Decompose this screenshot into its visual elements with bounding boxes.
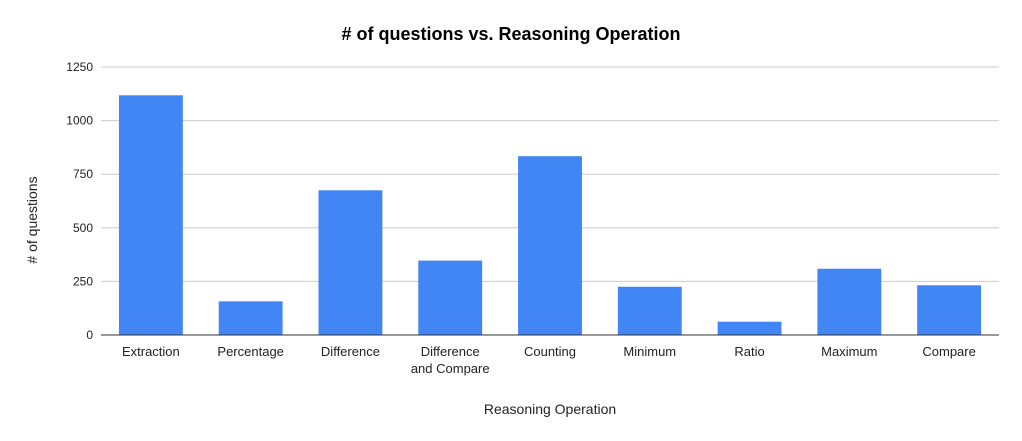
x-tick-label: Difference and Compare (411, 344, 490, 376)
y-tick-label: 750 (73, 167, 93, 181)
bar-percentage (218, 301, 283, 335)
bar-ratio (717, 321, 782, 335)
x-tick-label: Maximum (821, 344, 877, 359)
y-tick-label: 500 (73, 221, 93, 235)
bar-minimum (617, 286, 682, 335)
x-tick-label: Minimum (623, 344, 676, 359)
bar-counting (518, 156, 582, 335)
x-tick-label: Counting (524, 344, 576, 359)
x-tick-label: Difference (321, 344, 380, 359)
x-tick-label: Compare (922, 344, 975, 359)
chart-title: # of questions vs. Reasoning Operation (341, 24, 680, 44)
bar-maximum (817, 268, 882, 335)
bar-compare (917, 285, 982, 335)
x-tick-label: Ratio (734, 344, 764, 359)
x-axis-title: Reasoning Operation (484, 401, 616, 417)
y-tick-label: 1000 (66, 114, 93, 128)
x-tick-label: Percentage (217, 344, 284, 359)
bar-difference (318, 190, 383, 335)
y-tick-label: 250 (73, 274, 93, 288)
bar-extraction (118, 95, 183, 335)
bar-difference-and-compare (418, 260, 483, 335)
y-tick-label: 0 (86, 328, 93, 342)
y-tick-label: 1250 (66, 60, 93, 74)
y-axis-title: # of questions (24, 176, 40, 263)
x-tick-label: Extraction (122, 344, 180, 359)
